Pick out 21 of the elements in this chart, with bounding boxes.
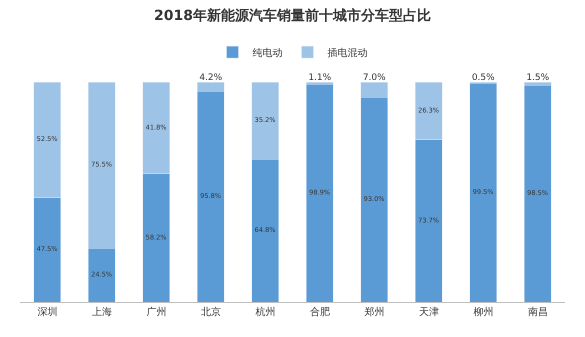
x-tick-label: 柳州	[473, 306, 494, 318]
data-label: 4.2%	[199, 72, 223, 83]
data-label: 7.0%	[362, 72, 386, 83]
bar	[469, 82, 498, 302]
bar	[306, 84, 334, 302]
x-tick-label: 上海	[92, 306, 112, 318]
bar	[524, 85, 552, 302]
legend-label: 纯电动	[252, 47, 282, 59]
x-tick-label: 深圳	[37, 306, 58, 318]
chart-title: 2018年新能源汽车销量前十城市分车型占比	[154, 6, 431, 24]
x-tick-label: 合肥	[310, 306, 330, 318]
data-label: 1.1%	[308, 72, 332, 83]
data-label: 0.5%	[472, 72, 496, 83]
x-tick-label: 杭州	[254, 306, 276, 318]
x-tick-label: 天津	[418, 306, 439, 318]
legend-label: 插电混动	[328, 47, 368, 59]
x-tick-label: 南昌	[528, 306, 548, 318]
x-tick-label: 北京	[200, 306, 221, 318]
data-label: 1.5%	[526, 72, 550, 83]
x-tick-label: 广州	[146, 306, 166, 318]
x-tick-label: 郑州	[364, 306, 384, 318]
